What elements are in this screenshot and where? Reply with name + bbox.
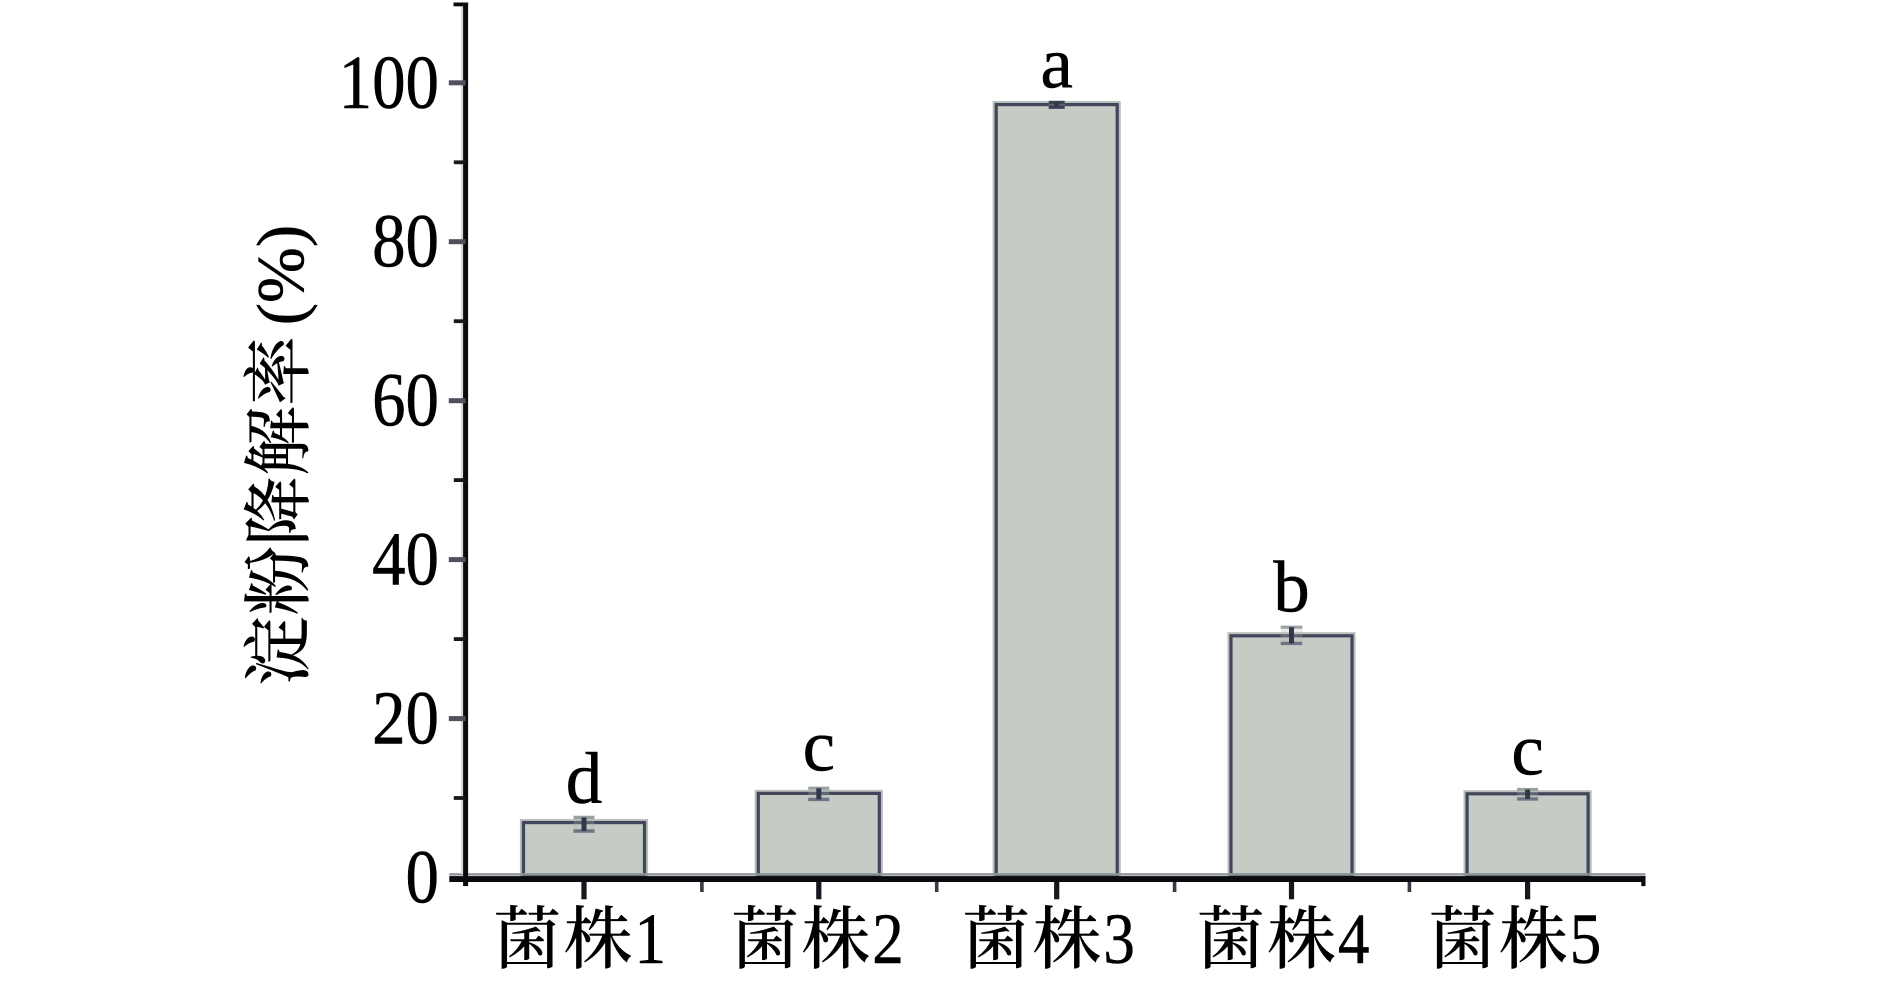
svg-text:3: 3 [1103, 899, 1134, 979]
svg-text:60: 60 [372, 358, 439, 443]
svg-text:0: 0 [406, 834, 439, 919]
svg-text:40: 40 [372, 516, 439, 601]
svg-text:4: 4 [1338, 899, 1369, 979]
svg-text:5: 5 [1570, 899, 1601, 979]
svg-text:20: 20 [372, 675, 439, 760]
svg-text:c: c [1511, 710, 1543, 791]
svg-text:100: 100 [339, 40, 439, 125]
svg-text:80: 80 [372, 199, 439, 284]
svg-text:a: a [1040, 22, 1072, 103]
svg-text:2: 2 [872, 899, 903, 979]
svg-text:b: b [1273, 547, 1310, 628]
svg-text:1: 1 [635, 899, 666, 979]
svg-text:c: c [803, 705, 835, 786]
svg-text:d: d [566, 738, 603, 819]
svg-text:(%): (%) [244, 225, 318, 342]
